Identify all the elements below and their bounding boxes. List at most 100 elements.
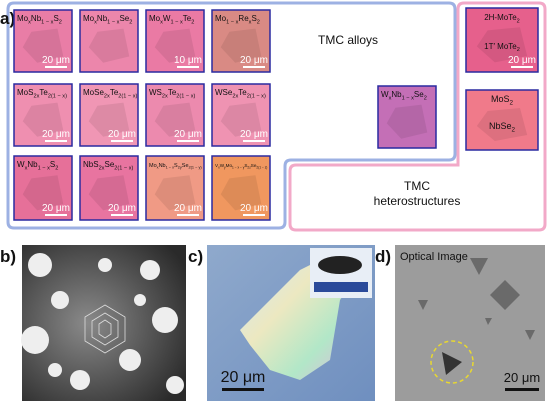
label-part: Mo bbox=[83, 14, 95, 23]
label-part: S bbox=[53, 14, 58, 23]
flake bbox=[88, 175, 130, 211]
label-part: MoS bbox=[17, 88, 33, 97]
label-part: S bbox=[251, 14, 256, 23]
label-part: S bbox=[244, 163, 247, 168]
label-part: Mo bbox=[226, 163, 233, 168]
label-part: 2 bbox=[517, 18, 520, 24]
label-part: 1 − x bbox=[107, 19, 119, 25]
flake bbox=[220, 175, 262, 211]
tile-label: MoxNb1 − xS2 bbox=[17, 14, 62, 25]
scale-bar bbox=[243, 66, 265, 68]
sem-image bbox=[21, 245, 186, 401]
sample-tile bbox=[211, 155, 271, 221]
flake bbox=[88, 28, 130, 63]
label-part: W bbox=[17, 160, 25, 169]
label-part: NbSe bbox=[489, 121, 512, 131]
label-part: x bbox=[25, 165, 28, 171]
scale-bar bbox=[511, 66, 533, 68]
tile-label: MoS2 bbox=[491, 94, 514, 107]
sample-tile bbox=[13, 9, 73, 73]
label-part: x bbox=[249, 19, 252, 25]
scale-label: 10 μm bbox=[174, 55, 202, 66]
label-part: V bbox=[215, 163, 219, 168]
label-part: Se bbox=[414, 90, 424, 99]
label-part: 2 bbox=[191, 19, 194, 25]
flake bbox=[220, 102, 262, 137]
label-part: 1 − x bbox=[166, 166, 175, 170]
tile-label: NbSe2 bbox=[489, 121, 516, 134]
optical-image bbox=[207, 245, 375, 401]
label-part: 2x bbox=[162, 93, 168, 99]
label-part: W bbox=[381, 90, 389, 99]
tile-label: MoS2xTe2(1 − x) bbox=[17, 88, 67, 99]
label-part: 2(1 − z) bbox=[256, 165, 267, 169]
sample-tile bbox=[145, 9, 205, 73]
scale-label: 20 μm bbox=[221, 369, 266, 386]
sample-tile bbox=[145, 155, 205, 221]
sample-tile bbox=[79, 155, 139, 221]
label-part: Se bbox=[119, 14, 129, 23]
flake bbox=[22, 28, 64, 63]
label-part: 2(1 − x) bbox=[48, 93, 67, 99]
flake bbox=[22, 175, 64, 211]
tile-label: 2H-MoTe2 bbox=[484, 13, 520, 24]
panel-title: Optical Image bbox=[400, 251, 468, 263]
label-part: Se bbox=[251, 163, 257, 168]
scale-bar bbox=[111, 214, 133, 216]
label-part: Re bbox=[238, 14, 249, 23]
scale-bar bbox=[243, 214, 265, 216]
label-part: x bbox=[28, 19, 31, 25]
flake bbox=[22, 102, 64, 137]
label-part: 1 − x bbox=[226, 19, 238, 25]
label-part: Mo bbox=[149, 14, 161, 23]
label-part: 1 − x bbox=[402, 95, 414, 101]
label-part: y bbox=[224, 165, 226, 169]
label-part: 2 bbox=[424, 95, 427, 101]
scale-bar bbox=[111, 140, 133, 142]
tile-label: VxWyMo1 − x − yS2zSe2(1 − z) bbox=[215, 163, 267, 169]
label-part: 2y bbox=[178, 166, 182, 170]
label-part: 2 bbox=[512, 127, 516, 134]
tile-label: WSe2xTe2(1 − x) bbox=[215, 88, 266, 99]
tile-label: WxNb1 − xS2 bbox=[17, 160, 58, 171]
sample-tile bbox=[211, 9, 271, 73]
label-part: S bbox=[50, 160, 55, 169]
scale-label: 20 μm bbox=[108, 129, 136, 140]
label-part: 2x bbox=[104, 93, 110, 99]
flake bbox=[154, 102, 196, 137]
scale-bar bbox=[177, 140, 199, 142]
label-part: Te bbox=[110, 88, 119, 97]
scale-label: 20 μm bbox=[42, 55, 70, 66]
sample-tile bbox=[79, 9, 139, 73]
label-part: 2x bbox=[232, 93, 238, 99]
scale-label: 20 μm bbox=[504, 370, 540, 385]
label-part: 1 − x bbox=[38, 165, 50, 171]
label-part: MoSe bbox=[83, 88, 104, 97]
group-label: TMC alloys bbox=[318, 33, 378, 47]
scale-bar bbox=[45, 214, 67, 216]
label-part: 2 bbox=[129, 19, 132, 25]
scale-label: 20 μm bbox=[508, 55, 536, 66]
scale-label: 20 μm bbox=[42, 203, 70, 214]
scale-bar bbox=[45, 140, 67, 142]
tile-label: MoSe2xTe2(1 − x) bbox=[83, 88, 138, 99]
sample-tile bbox=[13, 155, 73, 221]
label-part: 2z bbox=[247, 165, 251, 169]
tile-label: 1T′ MoTe2 bbox=[484, 42, 520, 53]
tile-label: Mo1 − xRexS2 bbox=[215, 14, 260, 25]
panel-label: d) bbox=[375, 247, 391, 266]
label-part: Te bbox=[39, 88, 48, 97]
label-part: Nb bbox=[159, 163, 166, 169]
label-part: Se bbox=[182, 163, 189, 169]
tile-label: MoxNb1 − xSe2 bbox=[83, 14, 132, 25]
sample-tile bbox=[465, 89, 539, 151]
label-part: x bbox=[389, 95, 392, 101]
label-part: 2 bbox=[517, 47, 520, 53]
flake bbox=[88, 102, 130, 137]
flake bbox=[220, 28, 262, 63]
scale-bar bbox=[243, 140, 265, 142]
sample-tile bbox=[465, 7, 539, 73]
scale-label: 20 μm bbox=[42, 129, 70, 140]
